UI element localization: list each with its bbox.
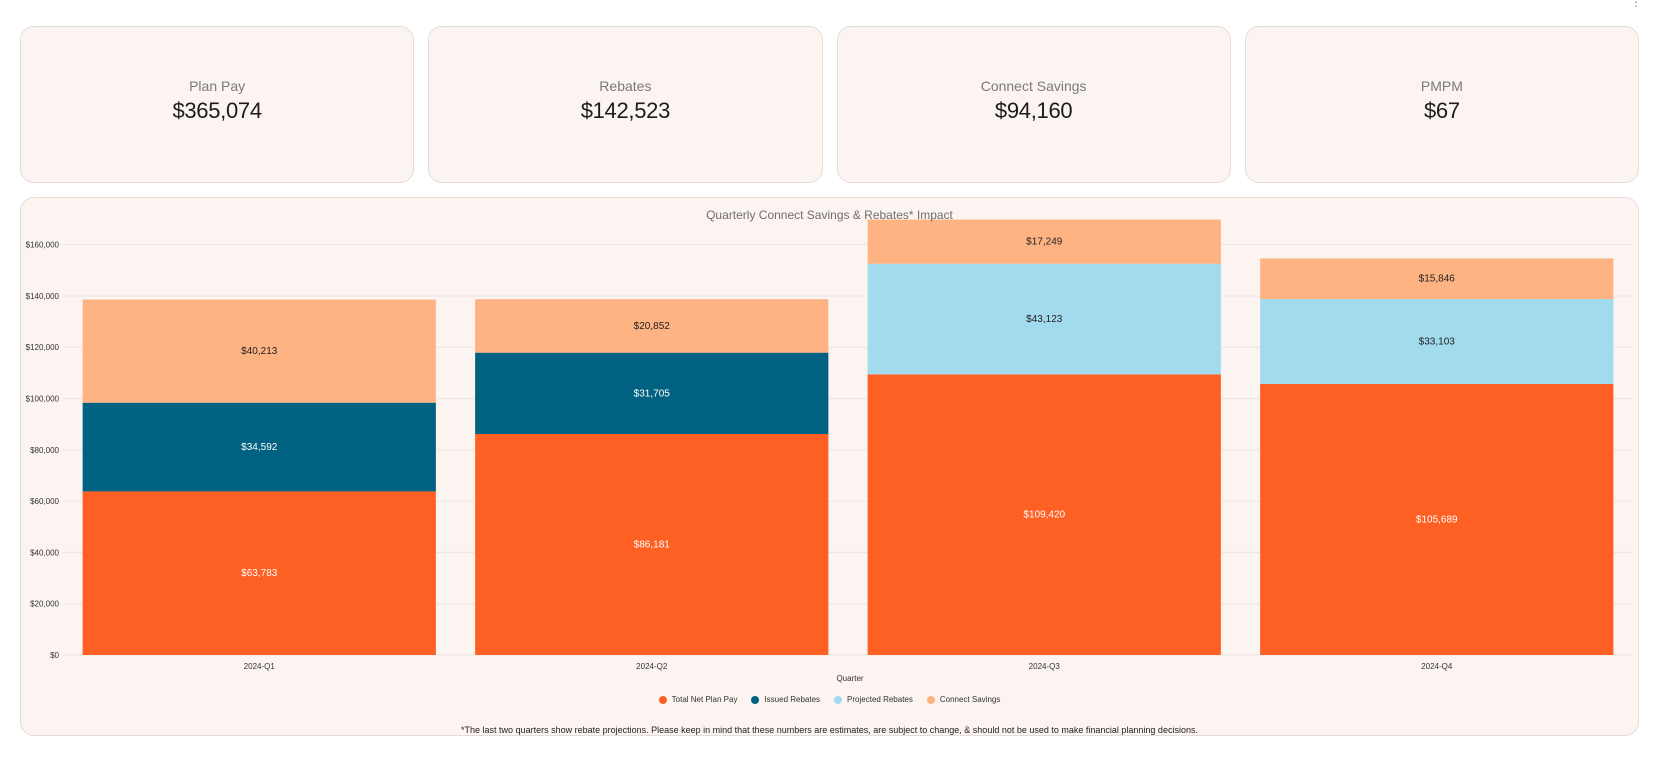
bar-segment bbox=[1260, 299, 1614, 384]
legend-swatch bbox=[658, 695, 667, 704]
data-label: $109,420 bbox=[1023, 510, 1065, 521]
bar-segment bbox=[82, 402, 436, 492]
data-label: $33,103 bbox=[1419, 336, 1456, 347]
kpi-row: Plan Pay $365,074 Rebates $142,523 Conne… bbox=[20, 26, 1639, 183]
bar-segment bbox=[475, 352, 829, 434]
kpi-value: $365,074 bbox=[172, 97, 262, 123]
legend-swatch bbox=[834, 695, 843, 704]
y-tick-label: $0 bbox=[50, 651, 59, 660]
legend-item-total-net-plan-pay[interactable]: Total Net Plan Pay bbox=[658, 695, 738, 704]
kpi-value: $94,160 bbox=[994, 97, 1073, 123]
kpi-card-rebates: Rebates $142,523 bbox=[428, 26, 823, 183]
legend-item-issued-rebates[interactable]: Issued Rebates bbox=[751, 695, 820, 704]
bar-segment bbox=[867, 263, 1221, 375]
data-label: $86,181 bbox=[634, 539, 671, 550]
legend-label: Total Net Plan Pay bbox=[671, 695, 738, 704]
stacked-bar-chart: $0 $20,000 $40,000 $60,000 $80,000 $100,000 $1… bbox=[26, 219, 1633, 683]
kpi-value: $67 bbox=[1423, 97, 1460, 123]
data-label: $63,783 bbox=[241, 568, 278, 579]
kpi-label: PMPM bbox=[1420, 77, 1463, 94]
x-axis-title: Quarter bbox=[836, 674, 863, 683]
chart-title: Quarterly Connect Savings & Rebates* Imp… bbox=[706, 208, 953, 222]
bar-segment bbox=[1260, 258, 1614, 300]
legend-swatch bbox=[926, 695, 935, 704]
kpi-label: Plan Pay bbox=[189, 77, 246, 94]
data-label: $15,846 bbox=[1419, 274, 1456, 285]
legend-label: Projected Rebates bbox=[847, 695, 913, 704]
bar-segment bbox=[475, 299, 829, 353]
bar-segment bbox=[82, 491, 436, 655]
legend-item-connect-savings[interactable]: Connect Savings bbox=[926, 695, 1001, 704]
kpi-label: Connect Savings bbox=[980, 77, 1087, 94]
legend-swatch bbox=[751, 695, 760, 704]
data-label: $20,852 bbox=[634, 321, 671, 332]
data-label: $40,213 bbox=[241, 346, 278, 357]
data-label: $34,592 bbox=[241, 442, 278, 453]
kpi-card-connect-savings: Connect Savings $94,160 bbox=[836, 26, 1231, 183]
kpi-card-pmpm: PMPM $67 bbox=[1244, 26, 1639, 183]
bar-segment bbox=[82, 299, 436, 403]
y-tick-label: $160,000 bbox=[26, 241, 60, 250]
x-tick-label: 2024-Q4 bbox=[1421, 662, 1453, 671]
x-tick-label: 2024-Q3 bbox=[1029, 662, 1061, 671]
x-tick-label: 2024-Q2 bbox=[636, 662, 668, 671]
data-label: $31,705 bbox=[634, 388, 671, 399]
y-tick-label: $20,000 bbox=[30, 600, 59, 609]
data-label: $43,123 bbox=[1026, 314, 1063, 325]
bar-segment bbox=[1260, 383, 1614, 655]
legend-label: Issued Rebates bbox=[764, 695, 821, 704]
bar-segment bbox=[475, 433, 829, 655]
chart-footnote: *The last two quarters show rebate proje… bbox=[461, 725, 1198, 735]
x-tick-label: 2024-Q1 bbox=[244, 662, 276, 671]
kpi-card-plan-pay: Plan Pay $365,074 bbox=[20, 26, 415, 183]
legend-item-projected-rebates[interactable]: Projected Rebates bbox=[834, 695, 913, 704]
data-label: $17,249 bbox=[1026, 237, 1063, 248]
kpi-label: Rebates bbox=[599, 77, 652, 94]
data-label: $105,689 bbox=[1416, 514, 1458, 525]
kpi-value: $142,523 bbox=[580, 97, 671, 123]
y-tick-label: $40,000 bbox=[30, 548, 59, 557]
chart-card: $0 $20,000 $40,000 $60,000 $80,000 $100,000 $1… bbox=[20, 197, 1639, 736]
legend-label: Connect Savings bbox=[939, 695, 1001, 704]
more-vertical-icon[interactable]: ⋮ bbox=[1630, 0, 1642, 9]
bar-segment bbox=[867, 219, 1221, 264]
y-tick-label: $120,000 bbox=[26, 343, 60, 352]
y-tick-label: $140,000 bbox=[26, 292, 60, 301]
bar-segment bbox=[867, 374, 1221, 655]
y-tick-label: $60,000 bbox=[30, 497, 59, 506]
chart-legend: Total Net Plan Pay Issued Rebates Projec… bbox=[21, 695, 1638, 704]
y-tick-label: $80,000 bbox=[30, 446, 59, 455]
y-tick-label: $100,000 bbox=[26, 395, 60, 404]
